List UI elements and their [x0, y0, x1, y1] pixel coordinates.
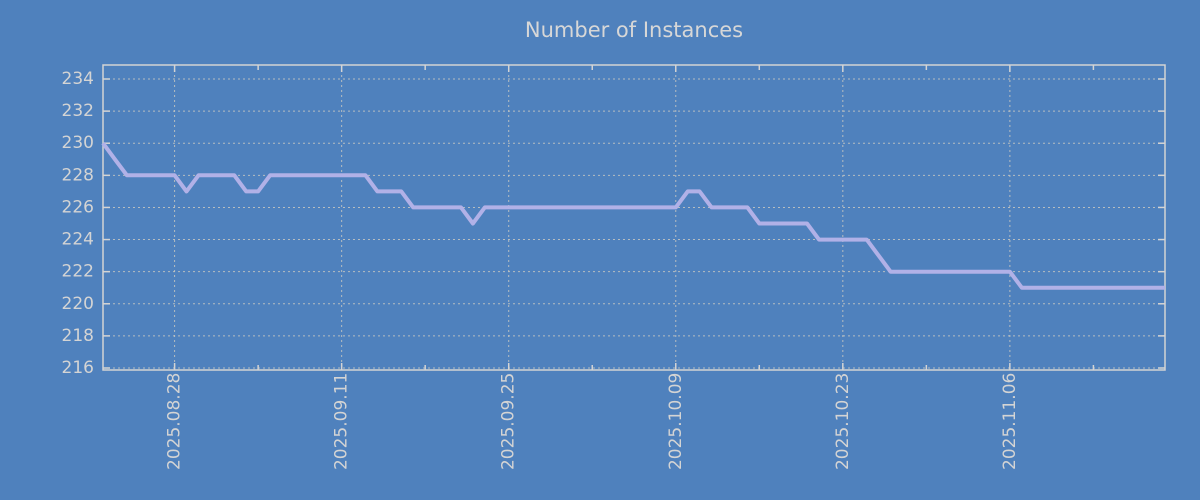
chart-title: Number of Instances [525, 18, 743, 42]
y-tick-label: 234 [62, 69, 94, 89]
y-tick-label: 228 [62, 165, 94, 185]
gridlines [103, 65, 1165, 370]
y-tick-label: 224 [62, 230, 94, 250]
y-tick-label: 220 [62, 294, 94, 314]
axis-tick-labels: 216 218 220 222 224 226 228 230 232 234 2025.08.28… [62, 69, 1020, 470]
x-tick-label: 2025.11.06 [1000, 373, 1020, 470]
y-tick-label: 232 [62, 101, 94, 121]
y-tick-label: 230 [62, 133, 94, 153]
data-series [101, 142, 1165, 290]
axis-ticks [103, 65, 1165, 370]
x-tick-label: 2025.10.09 [666, 373, 686, 470]
plot-border [102, 64, 1166, 371]
x-tick-label: 2025.10.23 [833, 373, 853, 470]
series-line-instances [101, 142, 1165, 290]
y-tick-label: 222 [62, 262, 94, 282]
x-tick-label: 2025.08.28 [165, 373, 185, 470]
x-tick-label: 2025.09.25 [499, 373, 519, 470]
y-tick-label: 218 [62, 326, 94, 346]
y-tick-label: 226 [62, 197, 94, 217]
x-tick-label: 2025.09.11 [332, 373, 352, 470]
y-tick-label: 216 [62, 358, 94, 378]
